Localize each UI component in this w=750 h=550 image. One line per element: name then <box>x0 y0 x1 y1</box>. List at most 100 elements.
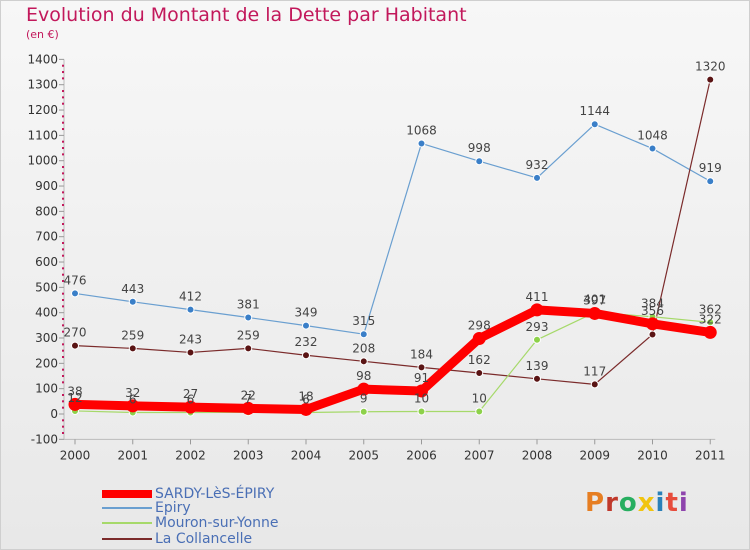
data-point-0 <box>68 397 82 411</box>
data-point-1 <box>244 313 253 322</box>
y-tick-label: 600 <box>35 255 58 269</box>
data-label-0: 27 <box>183 387 198 401</box>
data-label-1: 412 <box>179 290 202 304</box>
y-tick-label: 800 <box>35 204 58 218</box>
data-point-1 <box>475 157 484 166</box>
data-label-1: 932 <box>526 158 549 172</box>
x-tick-label: 2000 <box>60 448 91 462</box>
y-minor-tick <box>62 254 64 257</box>
x-tick-label: 2003 <box>233 448 264 462</box>
data-point-1 <box>302 321 310 330</box>
data-point-0 <box>357 382 371 396</box>
data-point-0 <box>126 399 140 413</box>
y-tick-label: 700 <box>35 230 58 244</box>
y-tick-label: -100 <box>31 432 58 446</box>
data-label-0: 356 <box>641 304 664 318</box>
legend-item-epiry: Epiry <box>102 500 191 516</box>
y-minor-tick <box>62 102 64 105</box>
logo-letter: x <box>637 488 656 518</box>
y-minor-tick <box>62 292 64 295</box>
data-point-2 <box>706 318 715 327</box>
y-minor-tick <box>62 204 64 207</box>
y-minor-tick <box>62 299 64 302</box>
y-tick-label: 1000 <box>27 154 58 168</box>
legend-label-mouron: Mouron-sur-Yonne <box>155 515 279 531</box>
data-label-0: 397 <box>583 293 606 307</box>
data-point-1 <box>71 289 79 298</box>
legend-label-epiry: Epiry <box>155 500 191 516</box>
y-tick-label: 200 <box>35 356 58 370</box>
data-point-3 <box>533 374 541 383</box>
data-label-2: 6 <box>129 392 137 406</box>
y-minor-tick <box>62 425 64 428</box>
y-minor-tick <box>62 172 64 175</box>
legend-item-collancelle: La Collancelle <box>102 531 252 547</box>
data-label-3: 243 <box>179 332 202 346</box>
y-minor-tick <box>62 166 64 169</box>
y-minor-tick <box>62 330 64 333</box>
y-minor-tick <box>62 431 64 434</box>
y-minor-tick <box>62 191 64 194</box>
data-label-2: 293 <box>526 320 549 334</box>
y-minor-tick <box>62 368 64 371</box>
data-point-3 <box>417 363 426 372</box>
data-point-1 <box>533 173 541 182</box>
legend-swatch-epiry <box>102 507 152 509</box>
chart-unit-label: (en €) <box>26 28 59 41</box>
data-point-1 <box>128 297 137 306</box>
logo-letter: t <box>665 488 679 518</box>
data-label-3: 232 <box>295 335 318 349</box>
data-label-3: 208 <box>352 341 375 355</box>
data-label-2: 9 <box>360 392 368 406</box>
data-label-3: 1320 <box>695 60 726 74</box>
series-line-2 <box>74 311 711 414</box>
y-minor-tick <box>62 216 64 219</box>
y-minor-tick <box>62 197 64 200</box>
x-tick-label: 2010 <box>637 448 668 462</box>
y-tick-label: 400 <box>35 306 58 320</box>
logo-letter: r <box>605 488 619 518</box>
data-label-2: 6 <box>302 392 310 406</box>
data-point-3 <box>71 341 79 350</box>
y-minor-tick <box>62 349 64 352</box>
legend-swatch-collancelle <box>102 538 152 540</box>
data-label-0: 322 <box>699 312 722 326</box>
y-minor-tick <box>62 375 64 378</box>
y-tick-label: 300 <box>35 331 58 345</box>
data-label-2: 362 <box>699 302 722 316</box>
x-tick-label: 2007 <box>464 448 495 462</box>
data-point-3 <box>186 348 195 357</box>
data-point-0 <box>588 306 602 320</box>
data-label-2: 10 <box>472 391 487 405</box>
y-tick-label: 100 <box>35 382 58 396</box>
y-minor-tick <box>62 381 64 384</box>
data-label-0: 298 <box>468 319 491 333</box>
chart-title: Evolution du Montant de la Dette par Hab… <box>26 4 467 26</box>
y-minor-tick <box>62 343 64 346</box>
y-minor-tick <box>62 267 64 270</box>
legend-label-collancelle: La Collancelle <box>155 531 253 547</box>
legend-label-sardy: SARDY-LèS-ÉPIRY <box>155 486 275 502</box>
data-label-2: 7 <box>244 392 252 406</box>
logo-letter: i <box>655 488 666 518</box>
data-point-3 <box>706 75 715 84</box>
y-tick-label: 1200 <box>27 103 58 117</box>
x-tick-label: 2009 <box>579 448 610 462</box>
data-point-3 <box>590 380 599 389</box>
data-label-3: 270 <box>64 326 87 340</box>
data-label-3: 162 <box>468 353 491 367</box>
y-minor-tick <box>62 128 64 131</box>
y-minor-tick <box>62 356 64 359</box>
data-point-1 <box>590 120 599 129</box>
y-tick-label: 900 <box>35 179 58 193</box>
data-point-2 <box>475 407 484 416</box>
data-label-1: 1048 <box>637 129 668 143</box>
x-tick-label: 2006 <box>406 448 437 462</box>
data-point-2 <box>359 407 368 416</box>
y-tick-label: 1300 <box>27 78 58 92</box>
data-point-3 <box>244 344 253 353</box>
y-minor-tick <box>62 115 64 118</box>
y-minor-tick <box>62 121 64 124</box>
